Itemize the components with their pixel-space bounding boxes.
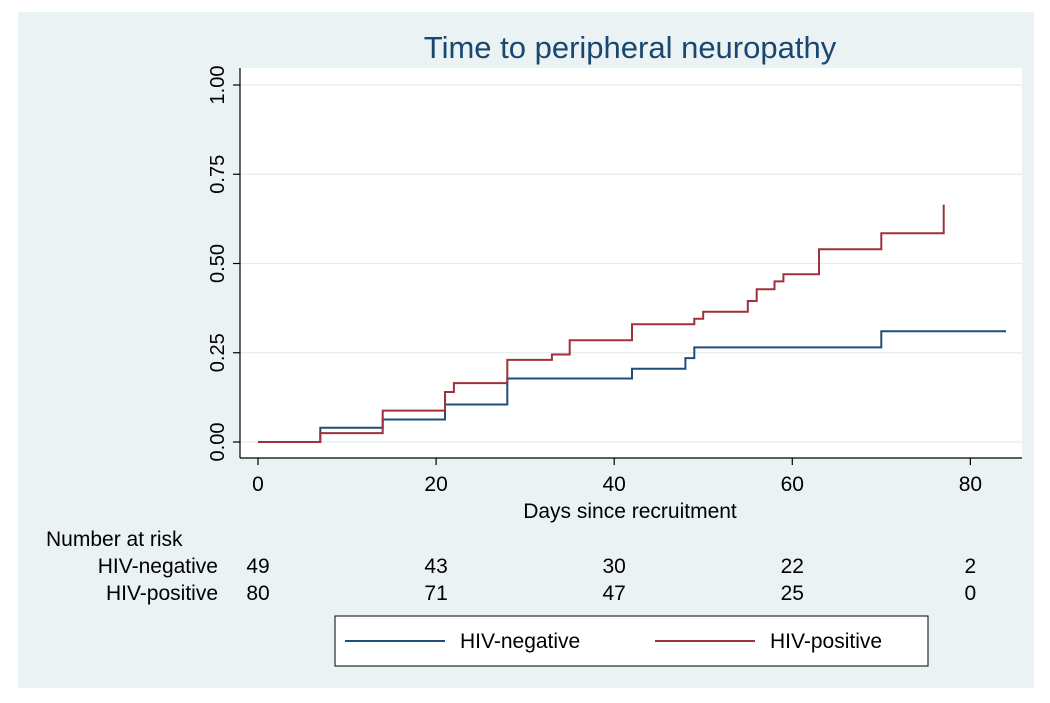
y-tick-label-0: 0.00 — [207, 423, 229, 462]
series-line-hiv-negative — [258, 330, 1006, 443]
gridlines — [240, 84, 1022, 443]
risk-value-hiv-positive-0: 80 — [246, 582, 269, 605]
x-tick-label-4: 80 — [959, 473, 982, 496]
x-ticks: 0 20 40 60 80 — [252, 458, 982, 496]
y-ticks: 0.00 0.25 0.50 0.75 1.00 — [207, 66, 240, 462]
legend-label-hiv-positive: HIV-positive — [770, 630, 882, 653]
y-tick-label-2: 0.50 — [207, 244, 229, 283]
risk-value-hiv-positive-3: 25 — [781, 582, 804, 605]
risk-value-hiv-negative-3: 22 — [781, 555, 804, 578]
x-tick-label-2: 40 — [603, 473, 626, 496]
x-tick-label-1: 20 — [424, 473, 447, 496]
risk-value-hiv-negative-0: 49 — [246, 555, 269, 578]
legend-label-hiv-negative: HIV-negative — [460, 630, 580, 653]
risk-value-hiv-negative-2: 30 — [603, 555, 626, 578]
series-group — [258, 204, 1006, 443]
series-line-hiv-positive — [258, 204, 945, 443]
y-tick-label-3: 0.75 — [207, 155, 229, 194]
risk-value-hiv-positive-2: 47 — [603, 582, 626, 605]
x-axis-label: Days since recruitment — [523, 500, 737, 523]
y-tick-label-4: 1.00 — [207, 66, 229, 105]
risk-row-label-hiv-positive: HIV-positive — [106, 582, 218, 605]
legend: HIV-negative HIV-positive — [334, 615, 929, 667]
chart-title: Time to peripheral neuropathy — [424, 30, 837, 65]
risk-table-heading: Number at risk — [46, 528, 183, 551]
risk-value-hiv-positive-4: 0 — [965, 582, 977, 605]
risk-value-hiv-negative-4: 2 — [965, 555, 977, 578]
y-tick-label-1: 0.25 — [207, 333, 229, 372]
x-tick-label-0: 0 — [252, 473, 264, 496]
risk-row-label-hiv-negative: HIV-negative — [98, 555, 218, 578]
x-tick-label-3: 60 — [781, 473, 804, 496]
risk-value-hiv-positive-1: 71 — [424, 582, 447, 605]
risk-value-hiv-negative-1: 43 — [424, 555, 447, 578]
